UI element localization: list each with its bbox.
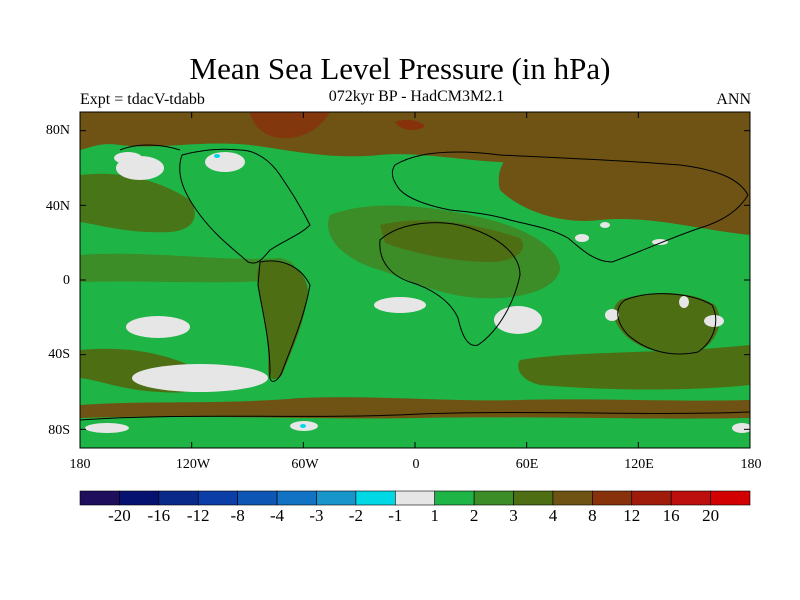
colorbar-label: 2 xyxy=(469,506,479,525)
lon-label-60w: 60W xyxy=(291,457,319,472)
field-green-tropics xyxy=(80,253,295,283)
field-olive-samerica xyxy=(257,261,308,380)
lon-label-60e: 60E xyxy=(515,457,539,472)
field-olive-sahara xyxy=(380,220,524,262)
white-patch-11 xyxy=(605,309,619,321)
colorbar-label: 4 xyxy=(548,506,558,525)
field-olive-pacific xyxy=(80,173,195,233)
colorbar-swatch xyxy=(631,490,672,506)
colorbar-swatch xyxy=(276,490,317,506)
lon-label-120e: 120E xyxy=(624,457,654,472)
colorbar-swatch xyxy=(197,490,238,506)
field-olive-australia xyxy=(613,293,720,355)
white-patch-3 xyxy=(205,152,245,172)
colorbar-label: -16 xyxy=(147,506,171,525)
field-olive-se xyxy=(518,345,750,390)
white-patch-5 xyxy=(132,364,268,392)
colorbar-swatch xyxy=(473,490,514,506)
white-patch-16 xyxy=(732,423,750,433)
white-patch-14 xyxy=(85,423,129,433)
cyan-patch-2 xyxy=(300,424,306,428)
colorbar-swatch xyxy=(592,490,633,506)
colorbar-swatch xyxy=(710,490,751,506)
colorbar-swatch xyxy=(394,490,436,506)
lon-label-120w: 120W xyxy=(175,457,211,472)
colorbar-swatch xyxy=(355,490,396,506)
colorbar-label: -8 xyxy=(230,506,245,525)
map-subtitle: 072kyr BP - HadCM3M2.1 xyxy=(328,88,505,105)
colorbar-swatch xyxy=(434,490,475,506)
white-patch-13 xyxy=(704,315,724,327)
lat-label-40s: 40S xyxy=(48,347,70,362)
lat-label-40n: 40N xyxy=(45,199,70,214)
lat-label-80n: 80N xyxy=(45,123,70,138)
colorbar-label: 16 xyxy=(662,506,680,525)
colorbar-label: -3 xyxy=(309,506,324,525)
colorbar-label: -1 xyxy=(388,506,403,525)
colorbar-label: -12 xyxy=(186,506,210,525)
cyan-patch-1 xyxy=(214,154,220,158)
white-patch-2 xyxy=(114,152,142,164)
colorbar-label: 20 xyxy=(702,506,720,525)
lat-label-80s: 80S xyxy=(48,423,70,438)
colorbar-swatch xyxy=(119,490,160,506)
colorbar-label: 1 xyxy=(430,506,439,525)
map-title: Mean Sea Level Pressure (in hPa) xyxy=(189,51,611,86)
lon-label-0: 0 xyxy=(412,457,420,472)
field-green-antarctic xyxy=(80,416,750,448)
pressure-field xyxy=(80,112,750,448)
colorbar xyxy=(79,490,751,506)
colorbar-swatch xyxy=(237,490,278,506)
experiment-label: Expt = tdacV-tdabb xyxy=(80,91,205,108)
colorbar-swatch xyxy=(316,490,357,506)
colorbar-label: 3 xyxy=(509,506,518,525)
colorbar-swatch xyxy=(670,490,711,506)
white-patch-6 xyxy=(374,297,426,313)
white-patch-9 xyxy=(600,222,610,228)
colorbar-swatch xyxy=(79,490,120,506)
colorbar-label: 8 xyxy=(588,506,597,525)
white-patch-8 xyxy=(575,234,589,242)
lon-label-180e: 180 xyxy=(740,457,762,472)
field-olive-asia xyxy=(498,145,750,235)
colorbar-label: -4 xyxy=(269,506,285,525)
lat-label-0: 0 xyxy=(63,273,70,288)
colorbar-swatch xyxy=(552,490,593,506)
colorbar-label: -20 xyxy=(108,506,131,525)
season-label: ANN xyxy=(716,91,751,108)
colorbar-label: -2 xyxy=(348,506,363,525)
field-brown-arctic xyxy=(250,112,330,139)
coastlines xyxy=(80,144,750,421)
colorbar-label: 12 xyxy=(623,506,641,525)
colorbar-swatch xyxy=(513,490,554,506)
white-patch-12 xyxy=(679,296,689,308)
white-patch-10 xyxy=(652,239,668,245)
lon-label-180w: 180 xyxy=(69,457,91,472)
field-brown-spot xyxy=(395,119,425,131)
axis-ticks xyxy=(79,112,751,448)
colorbar-swatch xyxy=(158,490,199,506)
white-patch-4 xyxy=(126,316,190,338)
